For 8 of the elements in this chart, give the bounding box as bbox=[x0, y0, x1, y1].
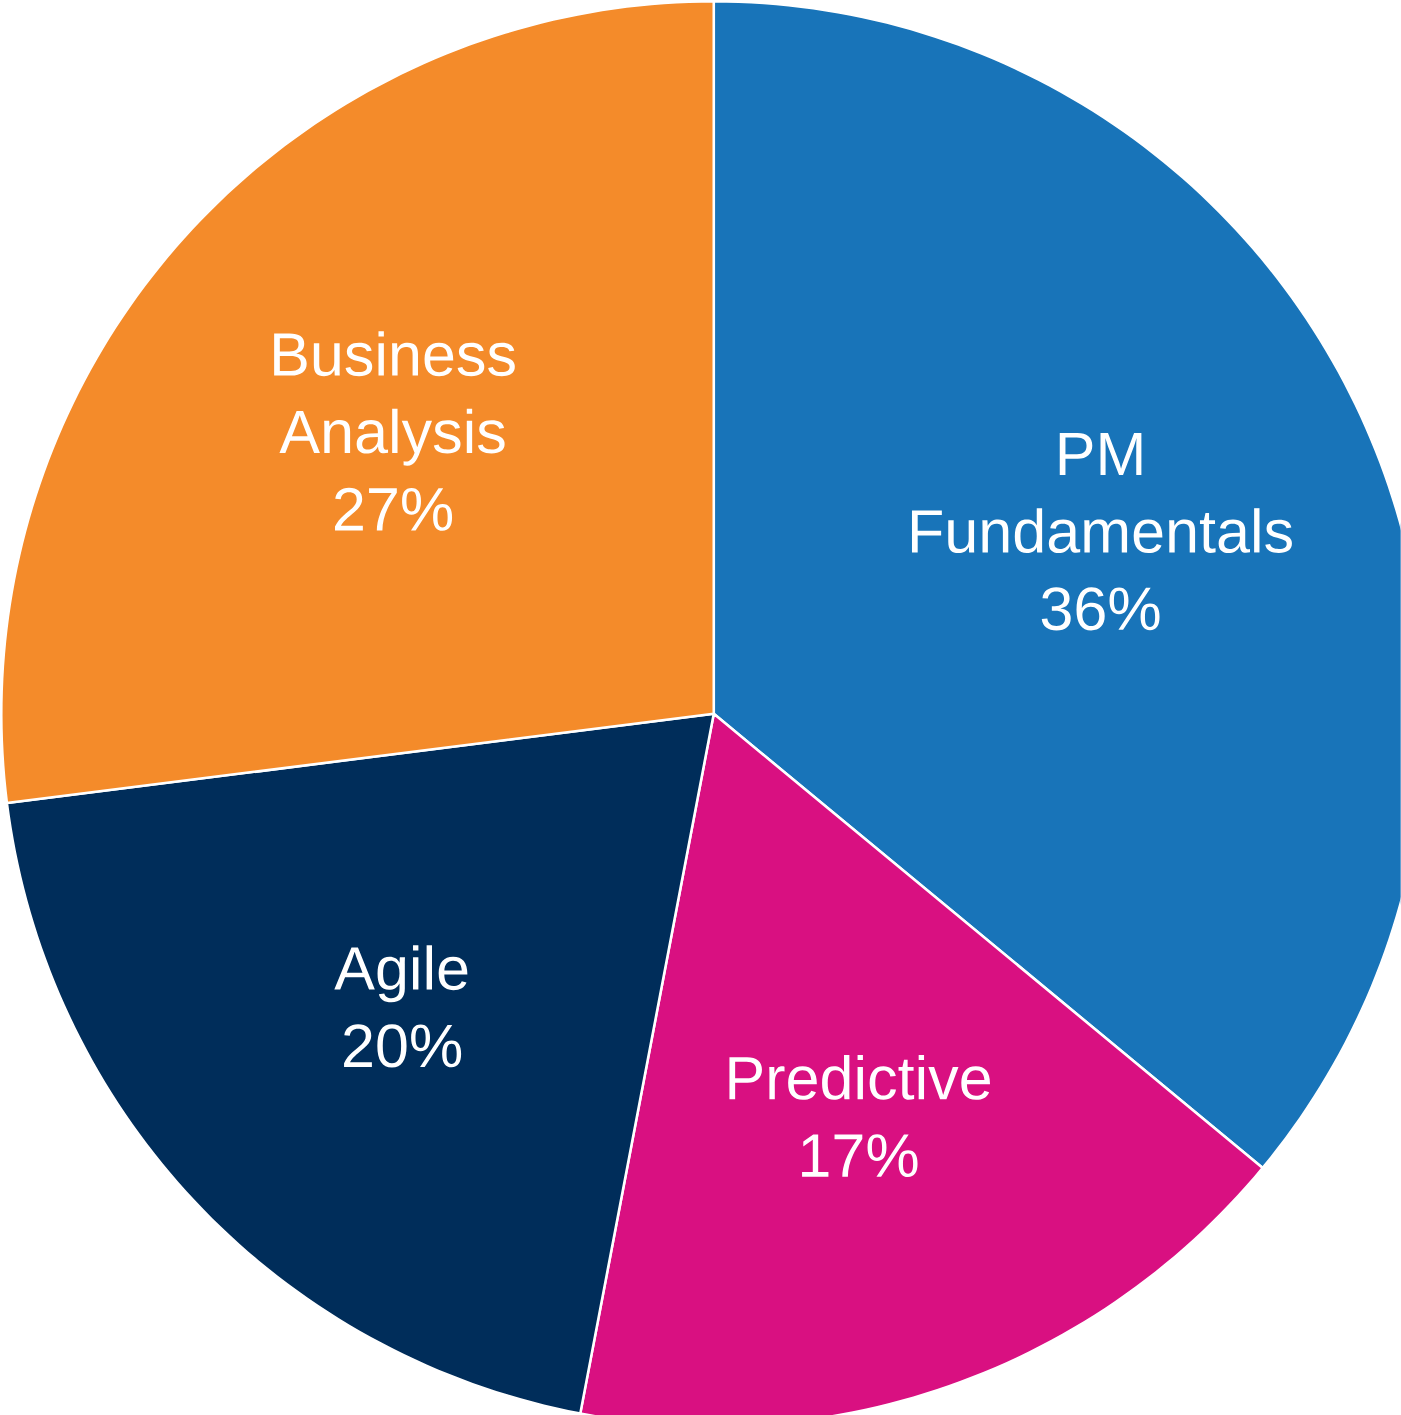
data-label: 27% bbox=[335, 487, 453, 531]
data-label: 20% bbox=[344, 1024, 462, 1068]
slice-label: Business Analysis bbox=[274, 331, 515, 466]
data-label: 36% bbox=[1041, 587, 1160, 631]
data-label: 17% bbox=[802, 1134, 918, 1177]
slice-label: PM Fundamentals bbox=[912, 433, 1293, 554]
slice-label: Predictive bbox=[729, 1054, 991, 1100]
slice-label: Agile bbox=[334, 945, 468, 1003]
